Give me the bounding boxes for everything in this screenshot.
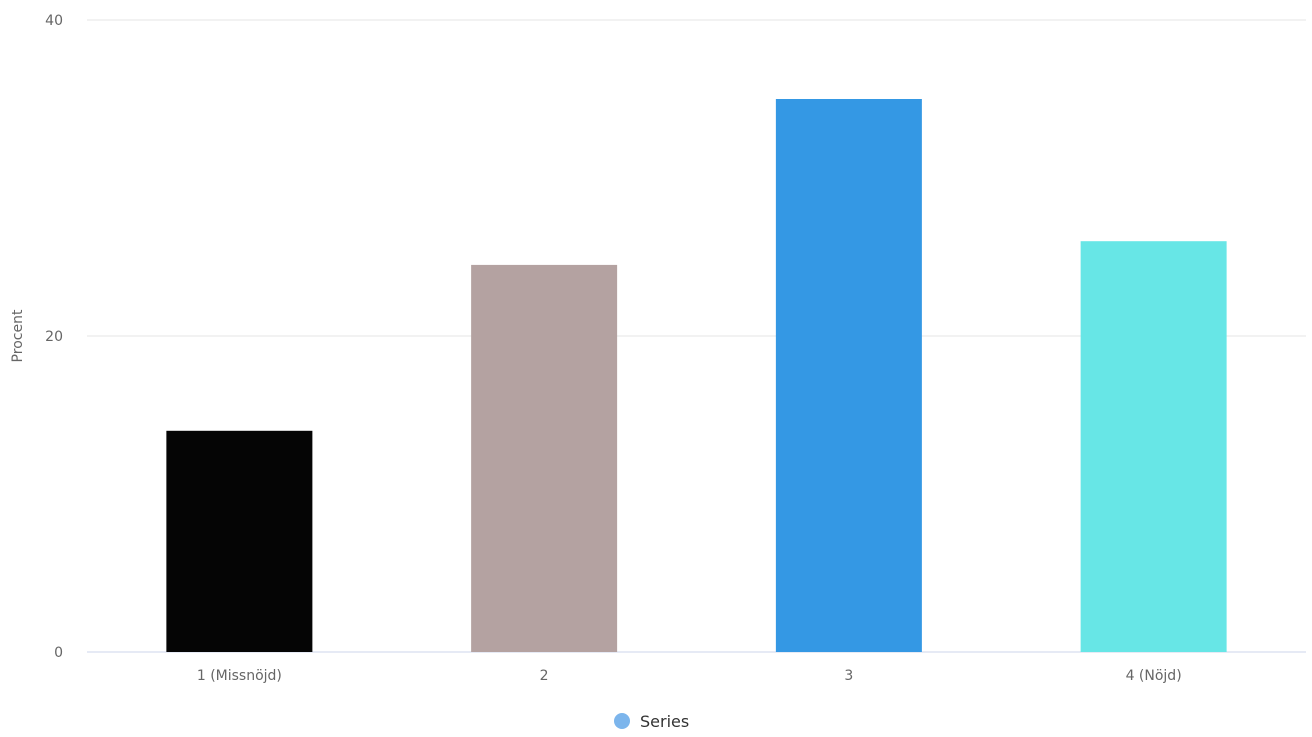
y-axis-title: Procent [10, 309, 26, 362]
bar[interactable] [166, 430, 313, 652]
bar[interactable] [775, 99, 922, 652]
y-tick-label: 40 [45, 13, 63, 29]
y-tick-label: 0 [54, 645, 63, 661]
bar[interactable] [471, 264, 618, 652]
x-tick-label: 4 (Nöjd) [1126, 668, 1182, 684]
y-tick-label: 20 [45, 329, 63, 345]
x-tick-label: 1 (Missnöjd) [197, 668, 282, 684]
y-axis-tick-labels: 0 20 40 [45, 13, 63, 661]
x-tick-label: 3 [844, 668, 853, 684]
legend-marker [614, 713, 630, 729]
bar[interactable] [1080, 241, 1227, 652]
x-tick-label: 2 [540, 668, 549, 684]
legend-label: Series [640, 712, 689, 731]
legend[interactable]: Series [614, 712, 689, 731]
bars [166, 99, 1227, 652]
x-axis-tick-labels: 1 (Missnöjd) 2 3 4 (Nöjd) [197, 668, 1182, 684]
